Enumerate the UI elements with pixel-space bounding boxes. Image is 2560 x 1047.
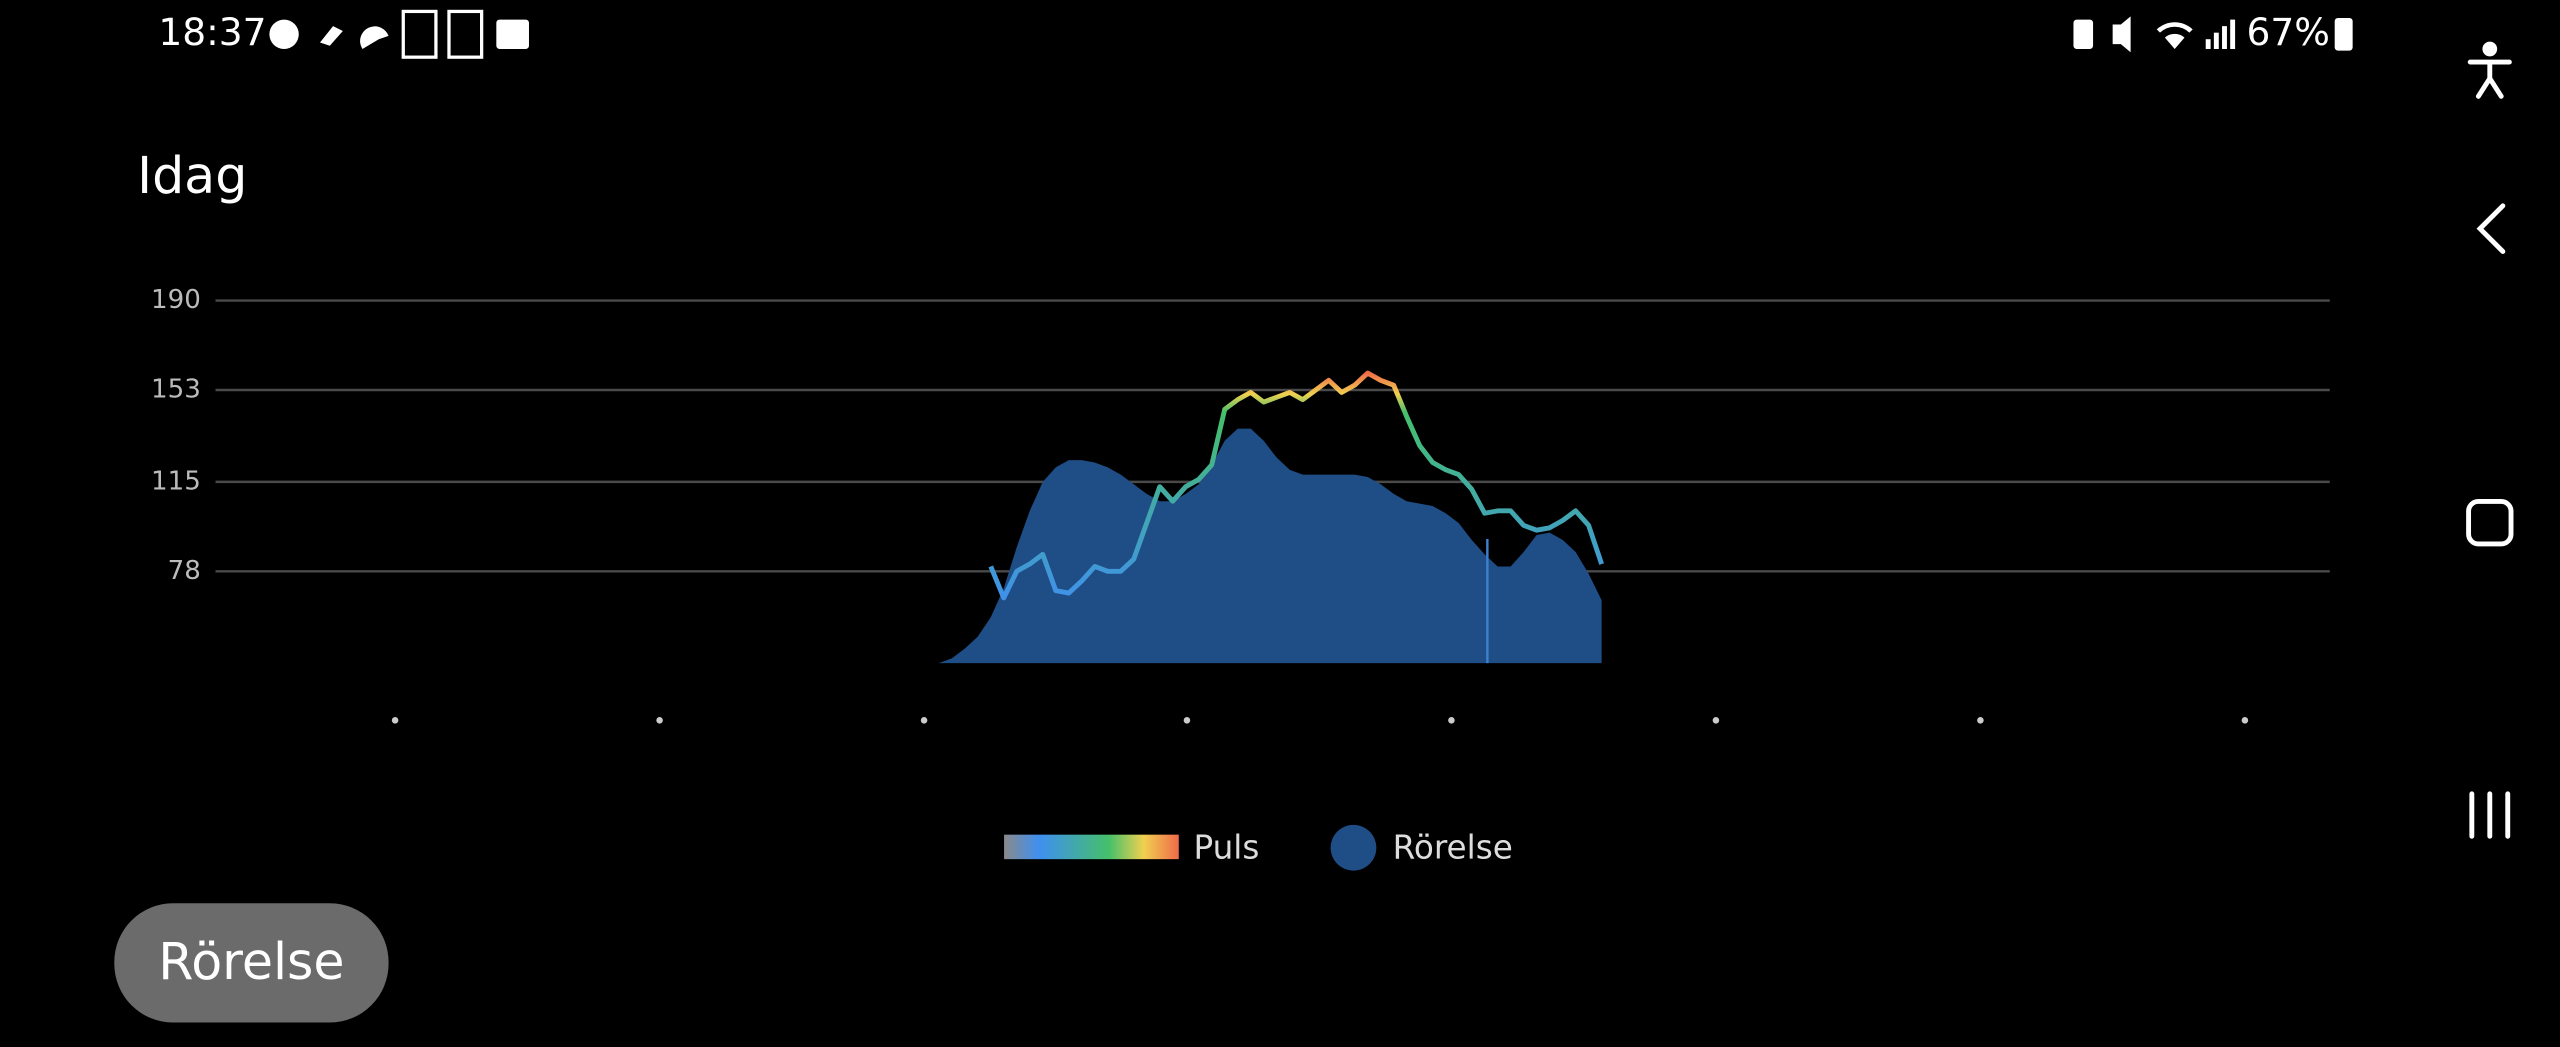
system-icons bbox=[2073, 16, 2353, 53]
recents-button[interactable] bbox=[2469, 791, 2511, 839]
legend-swatch bbox=[1330, 824, 1377, 871]
back-button[interactable] bbox=[2476, 203, 2506, 254]
button-label: Rörelse bbox=[158, 932, 344, 991]
button-background bbox=[114, 903, 389, 1023]
home-button[interactable] bbox=[2466, 498, 2514, 547]
plot: 190 153 115 78 Puls Rörelse bbox=[151, 285, 2330, 871]
rorelse-button[interactable]: Rörelse bbox=[114, 903, 389, 1023]
page-title: Idag bbox=[137, 146, 247, 205]
accessibility-button[interactable] bbox=[2467, 41, 2512, 99]
y-tick-label: 78 bbox=[168, 556, 201, 586]
notification-icons bbox=[269, 9, 529, 59]
legend-label: Puls bbox=[1193, 828, 1259, 866]
x-dots bbox=[391, 717, 2249, 724]
legend-swatch bbox=[1004, 834, 1179, 860]
pulse-line bbox=[988, 370, 1604, 601]
y-tick-label: 190 bbox=[151, 285, 201, 315]
y-tick-label: 153 bbox=[151, 374, 201, 404]
y-tick-label: 115 bbox=[151, 466, 201, 496]
battery-level: 67% bbox=[2247, 10, 2330, 54]
legend-label: Rörelse bbox=[1393, 828, 1513, 866]
status-time: 18:37 bbox=[158, 10, 266, 54]
motion-area bbox=[938, 428, 1602, 664]
